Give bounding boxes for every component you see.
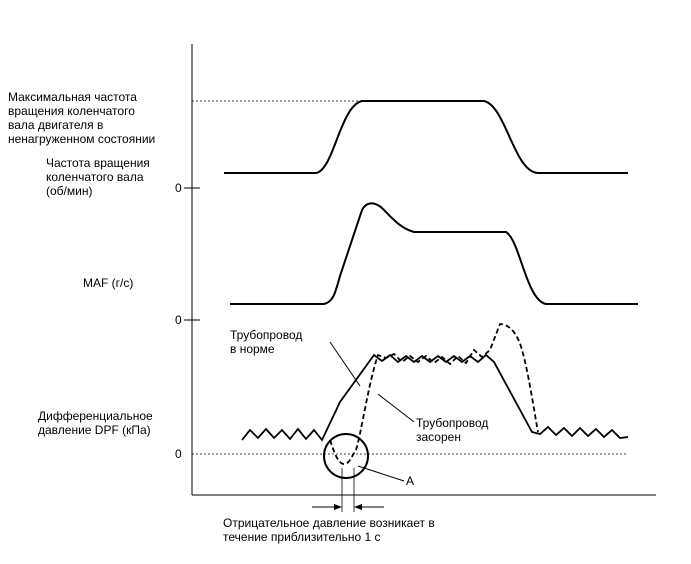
maf-curve bbox=[230, 202, 638, 305]
label-normal-pipe: Трубопровод в норме bbox=[230, 328, 303, 356]
zero-label-maf: 0 bbox=[175, 313, 182, 327]
label-dpf: Дифференциальное давление DPF (кПа) bbox=[38, 409, 153, 437]
leader-clogged-pipe bbox=[377, 393, 415, 423]
label-maf: MAF (г/с) bbox=[83, 276, 134, 290]
label-clogged-pipe: Трубопровод засорен bbox=[416, 416, 489, 444]
rpm-curve bbox=[224, 100, 628, 174]
label-rpm: Частота вращения коленчатого вала (об/ми… bbox=[46, 156, 150, 198]
interval-arrowhead-right bbox=[354, 504, 362, 510]
label-max-rpm: Максимальная частота вращения коленчатог… bbox=[8, 90, 156, 146]
label-point-a: A bbox=[406, 474, 415, 488]
label-note: Отрицательное давление возникает в течен… bbox=[223, 516, 435, 544]
dpf-clogged-curve bbox=[329, 323, 539, 465]
circle-a-highlight bbox=[323, 433, 369, 479]
zero-label-rpm: 0 bbox=[175, 181, 182, 195]
zero-label-dpf: 0 bbox=[175, 447, 182, 461]
interval-arrowhead-left bbox=[334, 504, 342, 510]
leader-a bbox=[357, 465, 405, 482]
leader-normal-pipe bbox=[329, 341, 361, 387]
dpf-normal-curve bbox=[241, 353, 629, 442]
